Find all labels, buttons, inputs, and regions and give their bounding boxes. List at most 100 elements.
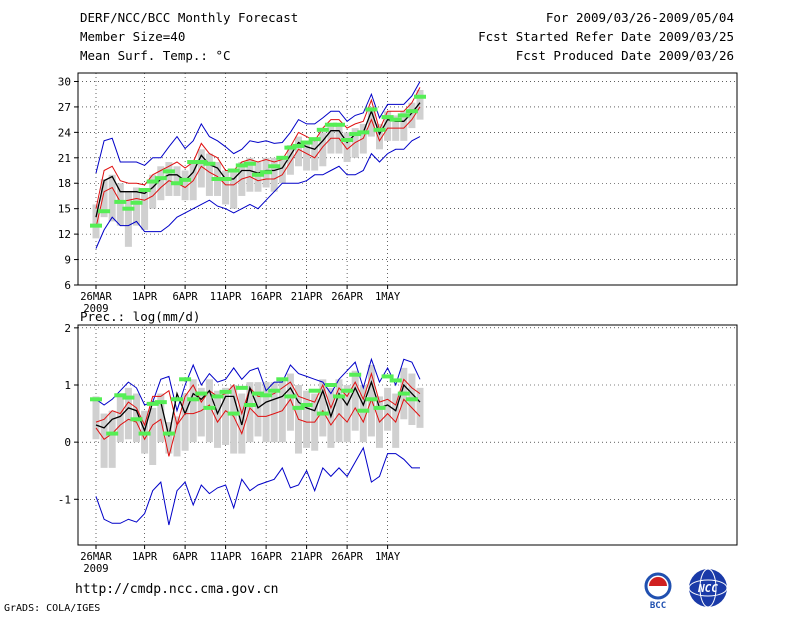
temp-spread-box bbox=[141, 191, 149, 230]
temp-xtick-label: 26APR bbox=[331, 291, 363, 303]
prec-observed-marker bbox=[373, 405, 386, 410]
temp-observed-marker bbox=[114, 199, 127, 204]
prec-spread-box bbox=[124, 387, 132, 440]
temp-observed-marker bbox=[252, 172, 264, 177]
prec-observed-marker bbox=[203, 405, 216, 410]
chart-title: DERF/NCC/BCC Monthly Forecast bbox=[80, 10, 299, 25]
temp-observed-marker bbox=[90, 223, 102, 228]
temp-spread-box bbox=[270, 157, 278, 192]
temp-observed-marker bbox=[292, 143, 305, 148]
prec-observed-marker bbox=[333, 394, 345, 399]
prec-spread-box bbox=[270, 382, 278, 443]
prec-observed-marker bbox=[276, 377, 289, 382]
prec-spread-box bbox=[286, 373, 294, 431]
prec-observed-marker bbox=[324, 383, 337, 387]
prec-observed-marker bbox=[179, 377, 192, 382]
temp-ytick-label: 30 bbox=[58, 75, 71, 88]
logos: BCC NCC bbox=[640, 566, 740, 614]
temp-observed-marker bbox=[171, 181, 183, 186]
temp-spread-box bbox=[108, 174, 116, 222]
prec-ytick-label: 2 bbox=[64, 322, 71, 335]
prec-spread-box bbox=[100, 413, 108, 468]
temp-spread-box bbox=[254, 162, 262, 192]
temp-observed-marker bbox=[154, 176, 167, 181]
prec-observed-marker bbox=[389, 378, 402, 383]
prec-spread-box bbox=[262, 382, 270, 443]
temp-observed-marker bbox=[365, 107, 378, 112]
temp-xtick-label: 1MAY bbox=[375, 291, 401, 303]
member-size: Member Size=40 bbox=[80, 29, 186, 44]
prec-observed-marker bbox=[341, 388, 354, 393]
temp-spread-box bbox=[278, 157, 286, 184]
temp-observed-marker bbox=[284, 145, 297, 150]
temp-ytick-label: 9 bbox=[64, 254, 71, 267]
prec-ytick-label: 0 bbox=[64, 436, 71, 449]
prec-observed-marker bbox=[195, 391, 208, 396]
temp-xtick-label: 16APR bbox=[250, 291, 282, 303]
temp-observed-marker bbox=[138, 188, 151, 193]
prec-spread-box bbox=[214, 390, 221, 448]
prec-observed-marker bbox=[300, 403, 313, 407]
prec-spread-box bbox=[173, 416, 181, 457]
prec-spread-box bbox=[351, 370, 359, 431]
source-url[interactable]: http://cmdp.ncc.cma.gov.cn bbox=[75, 582, 279, 597]
prec-spread-box bbox=[108, 410, 116, 468]
temp-year-label: 2009 bbox=[83, 303, 108, 315]
temp-spread-box bbox=[133, 187, 140, 226]
prec-observed-marker bbox=[365, 397, 378, 402]
prec-xtick-label: 26MAR bbox=[80, 551, 112, 563]
temp-observed-marker bbox=[300, 140, 313, 145]
temp-spread-box bbox=[295, 136, 302, 167]
prec-observed-marker bbox=[106, 431, 119, 436]
prec-series-lower bbox=[95, 397, 421, 457]
prec-frame bbox=[77, 324, 738, 546]
temp-observed-marker bbox=[373, 127, 386, 132]
forecast-period: For 2009/03/26-2009/05/04 bbox=[545, 10, 734, 25]
prec-spread-box bbox=[303, 390, 311, 448]
temp-xtick-label: 26MAR bbox=[80, 291, 112, 303]
prec-observed-marker bbox=[316, 411, 329, 416]
forecast-produced: Fcst Produced Date 2009/03/26 bbox=[515, 48, 734, 63]
prec-observed-marker bbox=[90, 397, 102, 402]
temp-spread-box bbox=[124, 191, 132, 247]
temp-observed-marker bbox=[349, 132, 362, 137]
prec-spread-box bbox=[246, 382, 254, 443]
temp-spread-box bbox=[400, 111, 408, 141]
prec-spread-box bbox=[230, 385, 238, 454]
temp-observed-marker bbox=[260, 170, 273, 175]
temp-observed-marker bbox=[333, 122, 345, 127]
prec-spread-box bbox=[359, 385, 367, 443]
prec-spread-box bbox=[384, 387, 392, 431]
prec-observed-marker bbox=[284, 394, 297, 399]
prec-series-min bbox=[95, 446, 420, 526]
prec-year-label: 2009 bbox=[83, 563, 108, 575]
prec-xtick-label: 1APR bbox=[132, 551, 158, 563]
temp-observed-marker bbox=[308, 137, 321, 142]
prec-xtick-label: 16APR bbox=[250, 551, 282, 563]
temp-ytick-label: 24 bbox=[58, 126, 72, 139]
prec-ytick-label: -1 bbox=[58, 493, 71, 506]
temp-spread-box bbox=[181, 170, 189, 201]
prec-xtick-label: 11APR bbox=[210, 551, 242, 563]
temp-observed-marker bbox=[405, 109, 418, 114]
temp-frame bbox=[77, 72, 738, 286]
prec-observed-marker bbox=[114, 393, 127, 398]
temp-spread-box bbox=[408, 102, 416, 129]
prec-observed-marker bbox=[162, 431, 175, 436]
ncc-logo: NCC bbox=[688, 568, 728, 608]
temp-observed-marker bbox=[179, 177, 192, 182]
temp-spread-box bbox=[376, 123, 383, 150]
prec-observed-marker bbox=[138, 431, 151, 436]
prec-observed-marker bbox=[219, 389, 232, 394]
prec-xtick-label: 1MAY bbox=[375, 551, 401, 563]
prec-spread-box bbox=[157, 393, 165, 443]
prec-spread-box bbox=[416, 387, 424, 428]
temp-spread-box bbox=[319, 132, 327, 167]
prec-observed-marker bbox=[349, 372, 362, 377]
temp-series-max bbox=[95, 81, 421, 174]
bcc-logo: BCC bbox=[644, 572, 672, 611]
temp-observed-marker bbox=[389, 117, 402, 122]
temp-observed-marker bbox=[235, 163, 248, 168]
prec-series-upper bbox=[95, 371, 421, 427]
